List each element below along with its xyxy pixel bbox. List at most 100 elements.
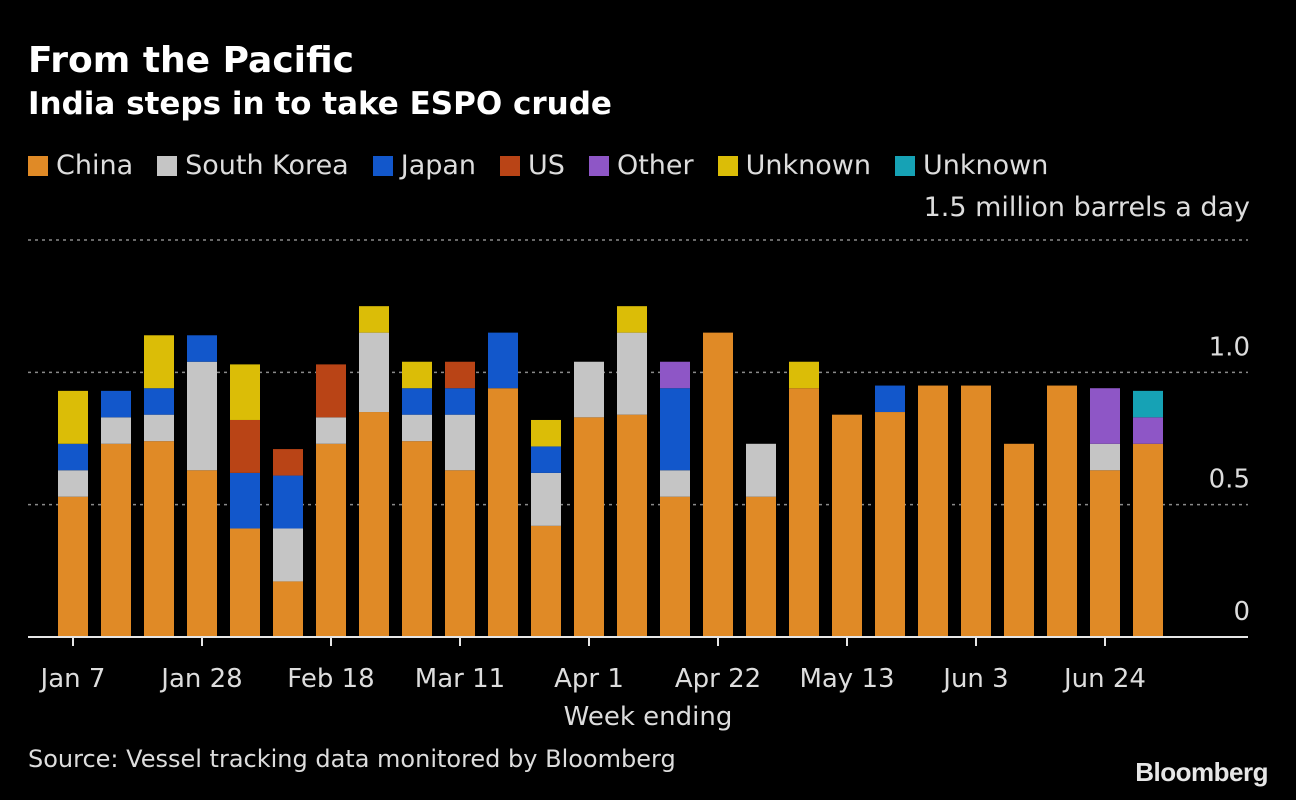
bar-segment — [187, 361, 217, 471]
bar-segment — [531, 419, 561, 447]
bar-segment — [875, 385, 905, 413]
bar-segment — [101, 443, 131, 637]
legend-swatch — [157, 155, 178, 176]
bar-segment — [1090, 443, 1120, 471]
bar-segment — [1090, 470, 1120, 637]
legend-item: Unknown — [894, 150, 1049, 181]
bar-segment — [273, 528, 303, 582]
legend-label: Other — [616, 150, 694, 181]
bar-segment — [746, 496, 776, 637]
bloomberg-logo: Bloomberg — [1135, 757, 1268, 787]
bar-segment — [574, 361, 604, 418]
bar-segment — [273, 581, 303, 637]
bar-segment — [1090, 388, 1120, 444]
bar-segment — [58, 470, 88, 497]
bar-segment — [445, 414, 475, 471]
bar-segment — [531, 525, 561, 637]
bar-segment — [445, 388, 475, 415]
bar-segment — [660, 361, 690, 389]
bar-segment — [101, 417, 131, 444]
bar-segment — [230, 419, 260, 473]
bar-segment — [144, 414, 174, 442]
legend-swatch — [372, 155, 393, 176]
bar-segment — [617, 414, 647, 637]
y-tick-label: 1.0 — [1209, 332, 1250, 362]
bar-segment — [58, 390, 88, 444]
bar-segment — [402, 414, 432, 442]
x-tick-label: Jan 7 — [39, 664, 106, 694]
bar-segment — [832, 414, 862, 637]
legend-swatch — [717, 155, 738, 176]
bar-segment — [1047, 385, 1077, 637]
bar-segment — [273, 449, 303, 476]
source-note: Source: Vessel tracking data monitored b… — [28, 745, 676, 773]
x-tick-label: Apr 22 — [675, 664, 761, 694]
chart-title: From the Pacific — [28, 40, 355, 81]
legend-label: Unknown — [745, 150, 871, 181]
bar-segment — [230, 472, 260, 529]
bar-segment — [531, 472, 561, 526]
bar-segment — [359, 332, 389, 413]
bar-segment — [1133, 390, 1163, 418]
legend: China South Korea Japan US Other Unknown Unkno… — [28, 150, 1072, 181]
bar-segment — [359, 412, 389, 637]
bar-segment — [789, 388, 819, 637]
x-tick-label: Mar 11 — [415, 664, 505, 694]
legend-label: US — [528, 150, 565, 181]
bar-segment — [660, 470, 690, 497]
legend-item: Japan — [372, 150, 477, 181]
bar-segment — [187, 335, 217, 362]
bar-segment — [101, 390, 131, 418]
bar-segment — [1133, 443, 1163, 637]
x-tick-label: Apr 1 — [554, 664, 624, 694]
chart-subtitle: India steps in to take ESPO crude — [28, 86, 612, 122]
bar-segment — [402, 361, 432, 389]
bar-segment — [660, 496, 690, 637]
legend-item: US — [500, 150, 565, 181]
legend-item: China — [28, 150, 133, 181]
bar-segment — [445, 361, 475, 389]
legend-label: Unknown — [922, 150, 1049, 181]
bar-segment — [445, 470, 475, 637]
bar-segment — [402, 441, 432, 637]
bar-segment — [617, 332, 647, 415]
bar-segment — [488, 388, 518, 637]
bar-segment — [359, 306, 389, 333]
bar-segment — [918, 385, 948, 637]
bar-segment — [789, 361, 819, 389]
bar-segment — [488, 332, 518, 389]
x-tick-label: Jun 24 — [1062, 664, 1146, 694]
bar-segment — [402, 388, 432, 415]
unit-label: 1.5 million barrels a day — [923, 192, 1250, 223]
y-tick-label: 0 — [1233, 597, 1250, 627]
x-tick-label: Feb 18 — [287, 664, 374, 694]
x-tick-label: Jun 3 — [941, 664, 1008, 694]
bar-segment — [1004, 443, 1034, 637]
bar-segment — [531, 446, 561, 473]
bar-segment — [144, 335, 174, 389]
x-axis-label: Week ending — [564, 702, 733, 732]
bar-segment — [273, 475, 303, 529]
bar-segment — [187, 470, 217, 637]
legend-label: South Korea — [185, 150, 349, 181]
bar-segment — [316, 443, 346, 637]
bar-segment — [230, 528, 260, 637]
legend-swatch — [500, 155, 521, 176]
bar-segment — [703, 332, 733, 637]
legend-label: China — [56, 150, 134, 181]
legend-label: Japan — [400, 150, 477, 181]
bar-segment — [144, 441, 174, 637]
bar-segment — [144, 388, 174, 415]
bar-segment — [58, 496, 88, 637]
bar-segment — [574, 417, 604, 637]
bar-segment — [660, 388, 690, 471]
bar-segment — [1133, 417, 1163, 444]
bar-segment — [746, 443, 776, 497]
legend-item: South Korea — [157, 150, 349, 181]
legend-item: Unknown — [717, 150, 871, 181]
bar-segment — [961, 385, 991, 637]
bar-segment — [316, 417, 346, 444]
bar-segment — [617, 306, 647, 333]
y-tick-label: 0.5 — [1209, 465, 1250, 495]
bar-segment — [230, 364, 260, 420]
